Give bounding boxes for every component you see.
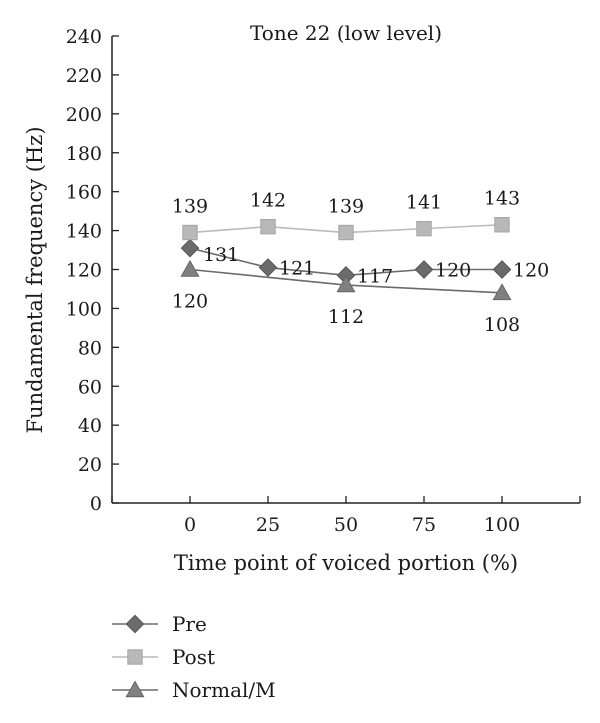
data-label: 112 (328, 306, 364, 328)
square-point (416, 220, 432, 237)
data-label: 120 (513, 260, 549, 282)
y-tick-label: 60 (78, 376, 102, 398)
y-tick-label: 200 (66, 104, 102, 126)
legend-item: Pre (112, 612, 207, 636)
series-layer (180, 217, 512, 301)
series-normal-m (180, 259, 512, 301)
y-axis-title: Fundamental frequency (Hz) (23, 126, 47, 433)
y-tick-label: 140 (66, 221, 102, 243)
axes: 0 20 40 60 80 100 120 140 160 180 200 220 240 0 25 50 75… (66, 26, 581, 536)
y-tick-label: 240 (66, 26, 102, 48)
y-tick-label: 20 (78, 454, 102, 476)
data-label: 121 (279, 258, 315, 280)
series-pre (180, 238, 512, 285)
x-tick-label: 0 (184, 514, 196, 536)
legend-item: Normal/M (112, 678, 276, 702)
x-tick-label: 100 (484, 514, 520, 536)
square-point (494, 217, 510, 233)
diamond-point (414, 260, 434, 279)
data-label: 141 (406, 192, 442, 214)
legend-triangle-icon (125, 680, 145, 698)
data-label: 142 (250, 190, 286, 212)
x-axis-title: Time point of voiced portion (%) (174, 551, 518, 575)
chart-title: Tone 22 (low level) (250, 21, 442, 45)
diamond-point (258, 258, 278, 277)
legend-item: Post (112, 645, 215, 669)
square-point (338, 224, 354, 241)
y-tick-label: 100 (66, 298, 102, 320)
triangle-point (336, 275, 356, 293)
square-point (260, 218, 276, 235)
data-label: 139 (172, 196, 208, 218)
legend-label: Normal/M (172, 678, 276, 702)
y-tick-label: 120 (66, 260, 102, 282)
data-labels: 131 121 117 120 120 139 142 139 141 143 120 112 108 (172, 188, 549, 336)
triangle-point (492, 283, 512, 301)
data-label: 131 (203, 244, 239, 266)
y-tick-label: 40 (78, 415, 102, 437)
series-post (182, 217, 510, 241)
data-label: 120 (172, 291, 208, 313)
data-label: 143 (484, 188, 520, 210)
legend: Pre Post Normal/M (112, 612, 276, 702)
y-tick-label: 160 (66, 182, 102, 204)
diamond-point (492, 260, 512, 279)
data-label: 108 (484, 314, 520, 336)
x-tick-label: 75 (412, 514, 436, 536)
y-tick-label: 80 (78, 337, 102, 359)
y-tick-label: 180 (66, 143, 102, 165)
x-tick-label: 50 (334, 514, 358, 536)
triangle-point (180, 259, 200, 277)
y-tick-label: 0 (90, 493, 102, 515)
square-point (182, 224, 198, 241)
legend-square-icon (127, 649, 143, 665)
legend-diamond-icon (125, 614, 145, 634)
x-tick-label: 25 (256, 514, 280, 536)
legend-label: Post (172, 645, 215, 669)
legend-label: Pre (172, 612, 207, 636)
data-label: 139 (328, 196, 364, 218)
diamond-point (180, 238, 200, 258)
y-tick-label: 220 (66, 65, 102, 87)
data-label: 117 (357, 265, 393, 287)
data-label: 120 (435, 260, 471, 282)
